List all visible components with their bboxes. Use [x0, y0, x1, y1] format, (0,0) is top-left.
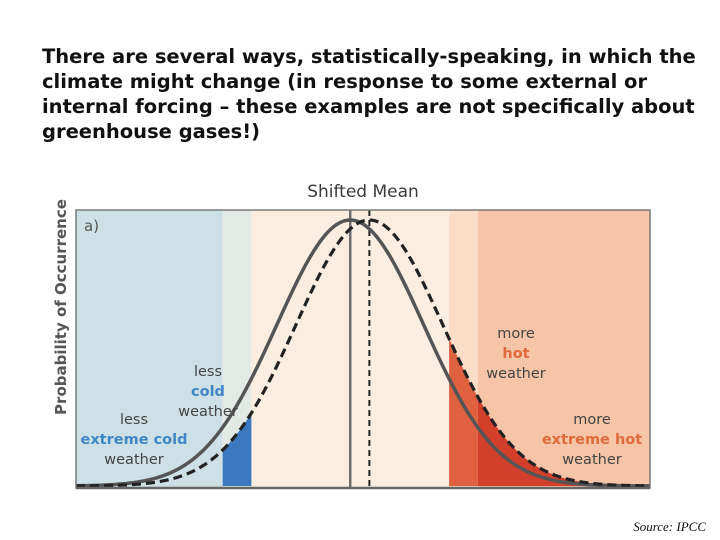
cold-tail-fill — [222, 413, 252, 486]
slide-heading: There are several ways, statistically-sp… — [42, 45, 696, 143]
more-hot-annotation-line: weather — [486, 366, 545, 382]
more-extreme-hot-annotation-line: weather — [562, 452, 621, 468]
more-hot-annotation-line: more — [497, 326, 535, 342]
source-credit: Source: IPCC — [633, 519, 706, 534]
new-climate-curve — [75, 218, 651, 488]
less-extreme-cold-annotation-line: extreme cold — [80, 432, 187, 448]
more-extreme-hot-annotation-line: more — [573, 412, 611, 428]
panel-label: a) — [84, 217, 99, 235]
less-extreme-cold-annotation-line: less — [120, 412, 148, 428]
chart-title: Shifted Mean — [307, 182, 419, 202]
less-cold-annotation-line: cold — [191, 384, 225, 400]
extreme-hot-tail-fill — [477, 396, 650, 486]
less-extreme-cold-annotation-line: weather — [104, 452, 163, 468]
y-axis-label: Probability of Occurrence — [52, 199, 70, 415]
zone-extreme-cold — [76, 210, 223, 488]
previous-climate-curve — [75, 218, 651, 488]
hot-tail-fill — [449, 338, 478, 486]
more-hot-annotation-line: hot — [502, 346, 529, 362]
more-extreme-hot-annotation-line: extreme hot — [542, 432, 642, 448]
less-cold-annotation-line: weather — [178, 404, 237, 420]
less-cold-annotation-line: less — [194, 364, 222, 380]
